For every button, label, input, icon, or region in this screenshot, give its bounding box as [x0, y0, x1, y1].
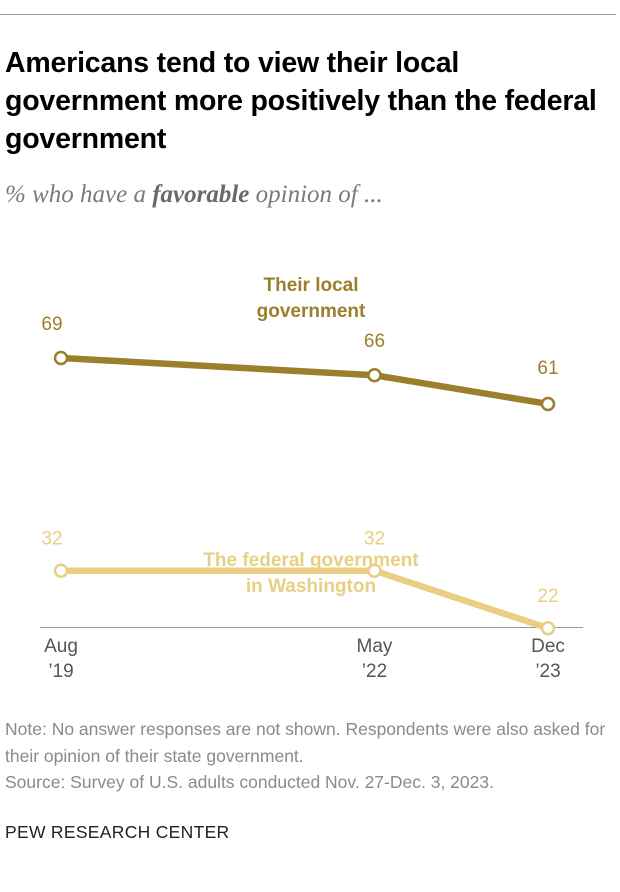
federal-government-point: [367, 563, 382, 578]
local-government-legend-label: Their local: [263, 275, 358, 296]
x-tick-label: Aug: [44, 636, 78, 657]
data-label: 32: [364, 529, 385, 550]
source-text: Source: Survey of U.S. adults conducted …: [5, 772, 494, 792]
chart-title: Americans tend to view their local gover…: [5, 47, 597, 155]
data-label: 61: [537, 358, 558, 379]
local-government-legend-label: government: [257, 301, 366, 322]
data-label: 66: [364, 331, 385, 352]
note-text: Note: No answer responses are not shown.…: [5, 719, 606, 766]
x-tick-label: May: [357, 636, 393, 657]
top-rule: [0, 14, 616, 15]
federal-government-legend-label: in Washington: [246, 576, 376, 597]
local-government-line: [57, 354, 552, 408]
subtitle-suffix: opinion of ...: [249, 181, 383, 208]
x-tick-label: ’22: [362, 661, 387, 682]
federal-government-legend-label: The federal government: [203, 550, 419, 571]
data-label: 69: [41, 314, 62, 335]
federal-government-point: [540, 620, 556, 636]
chart-subtitle: % who have a favorable opinion of ...: [5, 178, 610, 212]
subtitle-prefix: % who have a: [5, 181, 153, 208]
local-government-point: [53, 350, 69, 366]
x-tick-label: Dec: [531, 636, 565, 657]
subtitle-emphasis: favorable: [152, 181, 250, 208]
x-tick-label: ’19: [48, 661, 73, 682]
local-government-point: [540, 396, 556, 412]
line-chart: Aug ’19 May ’22 Dec ’23 69 66 61 32 32 22 Their loca…: [40, 275, 583, 682]
data-label: 22: [537, 586, 558, 607]
chart-notes: Note: No answer responses are not shown.…: [5, 716, 615, 796]
pew-logo-text: PEW RESEARCH CENTER: [5, 822, 230, 842]
federal-government-point: [53, 563, 69, 578]
local-government-point: [367, 367, 382, 383]
x-tick-label: ’23: [535, 661, 560, 682]
data-label: 32: [41, 529, 62, 550]
